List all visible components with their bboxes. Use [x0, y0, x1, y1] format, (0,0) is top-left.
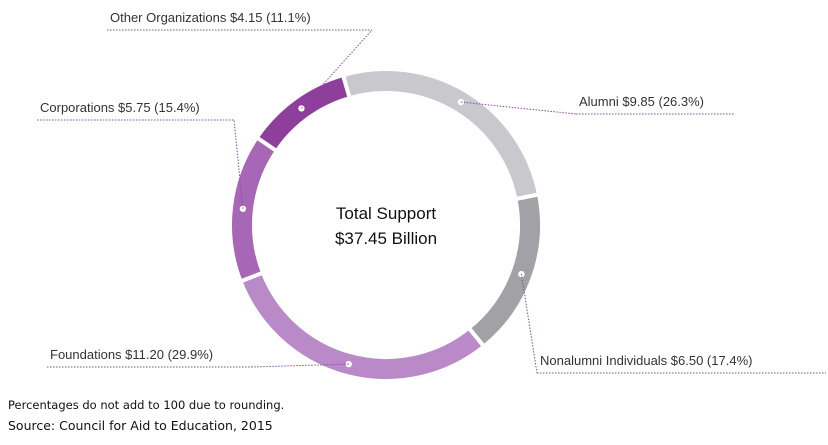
label-nonalumni-individuals: Nonalumni Individuals $6.50 (17.4%) [540, 353, 752, 368]
slice-alumni [340, 67, 542, 202]
slice-corporations [228, 134, 280, 284]
slice-nonalumni-individuals [465, 192, 544, 350]
label-foundations: Foundations $11.20 (29.9%) [50, 347, 213, 362]
leader-lines [37, 29, 826, 374]
center-label-line2: $37.45 Billion [335, 229, 437, 248]
source-note: Source: Council for Aid to Education, 20… [8, 418, 273, 433]
slice-marker-alumni [457, 98, 465, 106]
leader-line-other-organizations [301, 29, 373, 109]
slice-foundations [237, 270, 487, 383]
donut-slices [228, 67, 544, 383]
slice-marker-nonalumni-individuals [518, 270, 525, 278]
label-corporations: Corporations $5.75 (15.4%) [40, 100, 200, 115]
slice-marker-other-organizations [298, 105, 305, 112]
slice-labels: Alumni $9.85 (26.3%) Nonalumni Individual… [40, 10, 752, 368]
slice-other-organizations [254, 72, 353, 154]
label-other-organizations: Other Organizations $4.15 (11.1%) [110, 10, 311, 25]
rounding-note: Percentages do not add to 100 due to rou… [8, 398, 285, 412]
leader-line-alumni [460, 101, 577, 115]
center-label-line1: Total Support [336, 204, 436, 223]
label-alumni: Alumni $9.85 (26.3%) [579, 94, 704, 109]
slice-marker-foundations [345, 360, 352, 368]
leader-line-foundations [251, 363, 349, 368]
